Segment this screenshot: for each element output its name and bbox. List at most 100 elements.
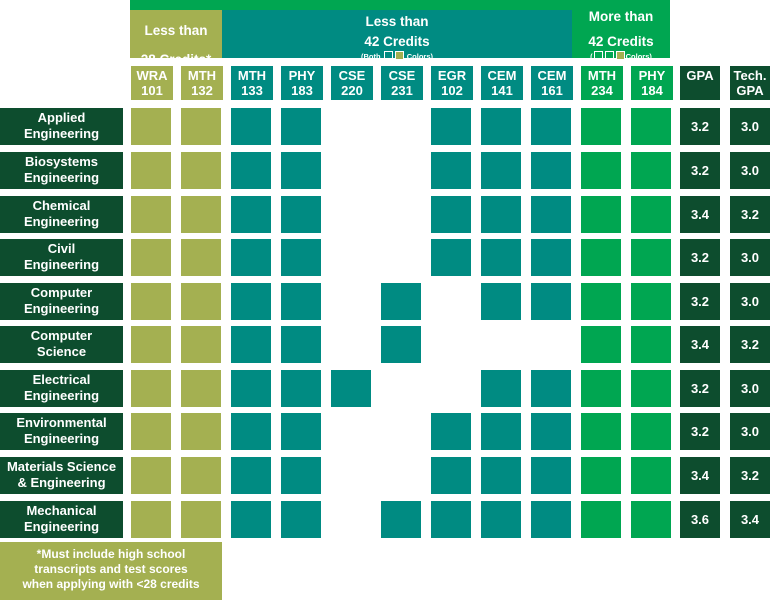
group-title-line-1: Less than bbox=[365, 14, 429, 29]
requirement-cell bbox=[281, 152, 321, 189]
requirement-cell bbox=[531, 413, 571, 450]
group-header-less-than-28: Less than 28 Credits* bbox=[130, 10, 222, 67]
column-header-line: 161 bbox=[541, 83, 563, 98]
requirement-cell bbox=[531, 370, 571, 407]
row-header-line: Engineering bbox=[23, 214, 100, 229]
row-header-line: Engineering bbox=[23, 431, 100, 446]
row-header-line: Materials Science bbox=[6, 459, 117, 474]
gpa-value: 3.2 bbox=[680, 283, 720, 320]
tech-gpa-value: 3.0 bbox=[730, 239, 770, 276]
group-subtitle: (Colors) bbox=[572, 51, 670, 62]
requirement-cell bbox=[481, 196, 521, 233]
group-title-line-1: More than bbox=[588, 9, 654, 24]
requirement-cell bbox=[131, 370, 171, 407]
requirement-cell bbox=[631, 196, 671, 233]
requirement-cell bbox=[181, 413, 221, 450]
column-header-line: PHY bbox=[288, 68, 316, 83]
column-header-line: CSE bbox=[338, 68, 366, 83]
column-header: MTH 234 bbox=[581, 66, 623, 100]
requirement-cell bbox=[531, 457, 571, 494]
gpa-value: 3.2 bbox=[680, 239, 720, 276]
row-header-line: Engineering bbox=[23, 388, 100, 403]
column-header: CEM 141 bbox=[481, 66, 523, 100]
row-header-line: Electrical bbox=[32, 372, 91, 387]
group-header-more-than-42: More than 42 Credits (Colors) bbox=[572, 0, 670, 61]
requirement-cell bbox=[631, 457, 671, 494]
group-title-line-2: 42 Credits bbox=[364, 34, 430, 49]
row-header: Electrical Engineering bbox=[0, 370, 123, 407]
requirement-cell bbox=[431, 239, 471, 276]
subtitle-text-after: Colors) bbox=[406, 52, 433, 61]
row-header-line: Civil bbox=[47, 241, 76, 256]
requirement-cell bbox=[181, 370, 221, 407]
column-header-line: 220 bbox=[341, 83, 363, 98]
requirement-cell bbox=[481, 108, 521, 145]
requirement-cell bbox=[431, 457, 471, 494]
group-subtitle: (Both Colors) bbox=[222, 51, 572, 62]
requirement-cell bbox=[281, 326, 321, 363]
column-header-line: 101 bbox=[141, 83, 163, 98]
footnote-line: transcripts and test scores bbox=[34, 562, 188, 576]
column-header: PHY 184 bbox=[631, 66, 673, 100]
requirement-cell bbox=[581, 457, 621, 494]
requirement-cell bbox=[581, 152, 621, 189]
row-header-line: Environmental bbox=[16, 415, 107, 430]
requirement-cell bbox=[481, 152, 521, 189]
requirement-cell bbox=[481, 370, 521, 407]
gpa-value: 3.2 bbox=[680, 152, 720, 189]
color-square-icon bbox=[615, 51, 625, 60]
requirement-cell bbox=[431, 413, 471, 450]
requirement-cell bbox=[131, 283, 171, 320]
row-header: Computer Engineering bbox=[0, 283, 123, 320]
requirement-cell bbox=[581, 283, 621, 320]
requirement-cell bbox=[281, 501, 321, 538]
requirement-cell bbox=[481, 457, 521, 494]
footnote-line: when applying with <28 credits bbox=[22, 577, 200, 591]
tech-gpa-value: 3.0 bbox=[730, 370, 770, 407]
column-header-line: MTH bbox=[187, 68, 217, 83]
row-header-line: Computer bbox=[30, 328, 93, 343]
requirement-cell bbox=[481, 283, 521, 320]
gpa-value: 3.4 bbox=[680, 457, 720, 494]
requirement-cell bbox=[231, 152, 271, 189]
requirement-cell bbox=[131, 413, 171, 450]
requirement-cell bbox=[631, 413, 671, 450]
column-header: CSE 231 bbox=[381, 66, 423, 100]
row-header: Mechanical Engineering bbox=[0, 501, 123, 538]
requirement-cell bbox=[481, 413, 521, 450]
color-square-icon bbox=[383, 51, 393, 60]
top-banner bbox=[130, 0, 670, 10]
requirement-cell bbox=[531, 501, 571, 538]
column-header-line: CEM bbox=[537, 68, 567, 83]
column-header-line: CSE bbox=[388, 68, 416, 83]
row-header-line: Science bbox=[36, 344, 87, 359]
requirement-cell bbox=[581, 370, 621, 407]
requirement-cell bbox=[431, 152, 471, 189]
row-header: Materials Science & Engineering bbox=[0, 457, 123, 494]
column-header-line: PHY bbox=[638, 68, 666, 83]
requirement-cell bbox=[631, 108, 671, 145]
requirement-cell bbox=[181, 196, 221, 233]
column-header: CEM 161 bbox=[531, 66, 573, 100]
column-header: Tech. GPA bbox=[730, 66, 770, 100]
gpa-value: 3.2 bbox=[680, 108, 720, 145]
requirement-cell bbox=[631, 283, 671, 320]
column-header-line: EGR bbox=[437, 68, 467, 83]
requirement-cell bbox=[531, 152, 571, 189]
requirement-cell bbox=[581, 196, 621, 233]
requirement-cell bbox=[231, 457, 271, 494]
row-header-line: & Engineering bbox=[17, 475, 106, 490]
column-header: EGR 102 bbox=[431, 66, 473, 100]
tech-gpa-value: 3.0 bbox=[730, 152, 770, 189]
column-header-line: Tech. bbox=[733, 68, 767, 83]
requirement-cell bbox=[131, 152, 171, 189]
requirement-cell bbox=[431, 108, 471, 145]
row-header-line: Mechanical bbox=[26, 503, 97, 518]
color-square-icon bbox=[593, 51, 603, 60]
requirement-cell bbox=[631, 370, 671, 407]
requirement-cell bbox=[131, 108, 171, 145]
tech-gpa-value: 3.2 bbox=[730, 326, 770, 363]
requirement-cell bbox=[181, 457, 221, 494]
column-header-line: 141 bbox=[491, 83, 513, 98]
column-header-line: 183 bbox=[291, 83, 313, 98]
